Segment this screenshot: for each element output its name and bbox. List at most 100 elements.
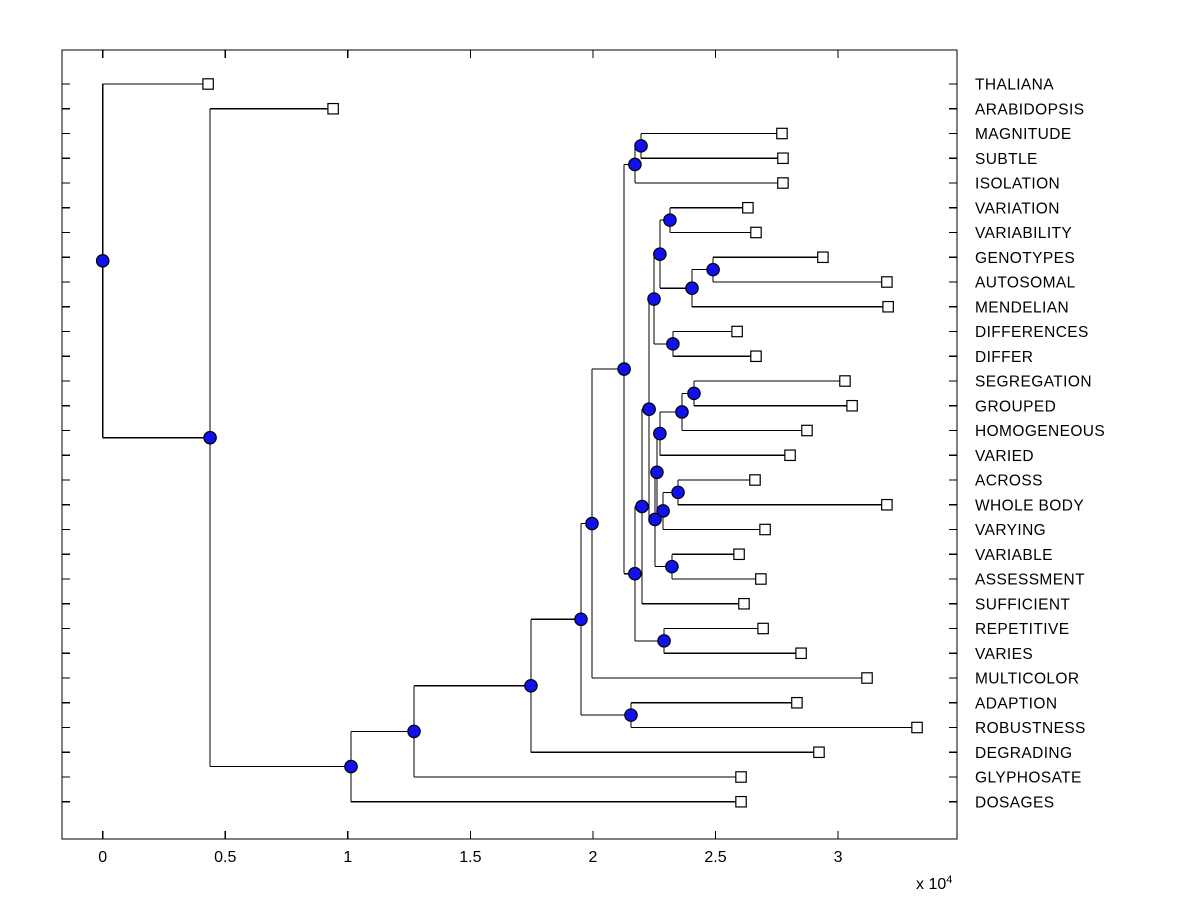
leaf-marker	[817, 251, 829, 264]
leaf-label: DEGRADING	[975, 745, 1072, 762]
leaf-label: AUTOSOMAL	[975, 275, 1076, 292]
leaf-marker	[777, 152, 789, 165]
internal-node-marker	[585, 516, 599, 531]
leaf-label: ROBUSTNESS	[975, 720, 1086, 737]
internal-node-marker	[95, 254, 110, 268]
leaf-label: ISOLATION	[975, 176, 1060, 193]
internal-node-marker	[634, 139, 648, 153]
leaf-marker	[776, 127, 788, 140]
leaf-marker	[777, 177, 789, 189]
internal-node-marker	[574, 612, 588, 627]
x-axis-multiplier-exponent: 4	[946, 874, 953, 886]
x-tick-label: 0.5	[214, 849, 236, 866]
leaf-marker	[846, 399, 858, 412]
leaf-marker	[735, 795, 747, 808]
leaf-marker	[735, 771, 747, 783]
x-tick-label: 1	[343, 849, 352, 866]
leaf-marker	[911, 721, 923, 734]
internal-node-marker	[675, 405, 689, 419]
leaf-marker	[881, 498, 893, 511]
leaf-marker	[202, 78, 214, 90]
leaf-label: GENOTYPES	[975, 250, 1075, 267]
leaf-marker	[784, 449, 796, 462]
internal-node-marker	[687, 386, 701, 401]
leaf-label: MULTICOLOR	[975, 671, 1079, 688]
x-tick-label: 1.5	[459, 849, 481, 866]
internal-node-marker	[666, 337, 680, 351]
x-tick-label: 2.5	[704, 849, 726, 866]
internal-node-marker	[628, 157, 642, 172]
x-axis-multiplier-text: x 10	[916, 876, 947, 893]
leaf-label: SEGREGATION	[975, 374, 1092, 391]
leaf-marker	[759, 523, 771, 536]
internal-node-marker	[657, 634, 671, 648]
internal-node-marker	[685, 281, 699, 295]
leaf-label: GLYPHOSATE	[975, 770, 1082, 787]
x-tick-label: 0	[98, 849, 107, 866]
leaf-label: ADAPTION	[975, 695, 1057, 712]
x-tick-label: 3	[834, 849, 843, 866]
leaf-label: VARIABLE	[975, 547, 1053, 564]
leaf-marker	[861, 672, 873, 684]
leaf-marker	[750, 350, 762, 363]
leaf-marker	[750, 226, 762, 239]
leaf-marker	[839, 375, 851, 387]
x-tick-label: 2	[589, 849, 598, 866]
x-axis-multiplier-label: x 104	[916, 874, 952, 894]
leaf-marker	[327, 102, 339, 115]
leaf-marker	[731, 325, 743, 338]
internal-node-marker	[617, 362, 631, 376]
leaf-label: VARIED	[975, 448, 1034, 465]
leaf-marker	[795, 647, 807, 660]
internal-node-marker	[653, 426, 667, 441]
leaf-label: MENDELIAN	[975, 299, 1069, 316]
leaf-marker	[801, 424, 813, 437]
leaf-label: SUFFICIENT	[975, 596, 1070, 613]
internal-node-marker	[624, 708, 638, 722]
internal-node-marker	[650, 465, 664, 480]
plot-border	[61, 49, 958, 840]
internal-node-marker	[524, 678, 538, 693]
internal-node-marker	[665, 559, 679, 574]
leaf-label: DIFFERENCES	[975, 324, 1089, 341]
leaf-marker	[881, 276, 893, 288]
internal-node-marker	[671, 485, 685, 500]
internal-node-marker	[642, 402, 656, 417]
leaf-label: VARYING	[975, 522, 1046, 539]
leaf-label: ASSESSMENT	[975, 572, 1085, 589]
leaf-label: ARABIDOPSIS	[975, 101, 1085, 118]
leaf-label: DIFFER	[975, 349, 1033, 366]
leaf-marker	[742, 201, 754, 214]
internal-node-marker	[653, 247, 667, 261]
internal-node-marker	[647, 292, 661, 306]
leaf-marker	[882, 300, 894, 313]
leaf-marker	[813, 746, 825, 759]
internal-node-marker	[344, 759, 358, 774]
leaf-marker	[749, 474, 761, 486]
leaf-label: VARIES	[975, 646, 1033, 663]
leaf-label: DOSAGES	[975, 794, 1054, 811]
leaf-label: MAGNITUDE	[975, 126, 1072, 143]
internal-node-marker	[648, 512, 662, 527]
leaf-label: WHOLE BODY	[975, 497, 1084, 514]
leaf-label: VARIABILITY	[975, 225, 1072, 242]
leaf-label: HOMOGENEOUS	[975, 423, 1105, 440]
internal-node-marker	[407, 724, 421, 739]
leaf-marker	[757, 622, 769, 635]
internal-node-marker	[203, 430, 217, 445]
leaf-marker	[738, 597, 750, 610]
leaf-marker	[791, 696, 803, 709]
internal-node-marker	[706, 262, 720, 277]
leaf-marker	[733, 548, 745, 561]
leaf-marker	[755, 573, 767, 585]
internal-node-marker	[635, 499, 649, 514]
internal-node-marker	[656, 504, 670, 518]
leaf-label: SUBTLE	[975, 151, 1038, 168]
leaf-label: VARIATION	[975, 200, 1060, 217]
leaf-label: THALIANA	[975, 77, 1054, 94]
internal-node-marker	[628, 566, 642, 581]
leaf-label: REPETITIVE	[975, 621, 1069, 638]
leaf-label: GROUPED	[975, 398, 1056, 415]
